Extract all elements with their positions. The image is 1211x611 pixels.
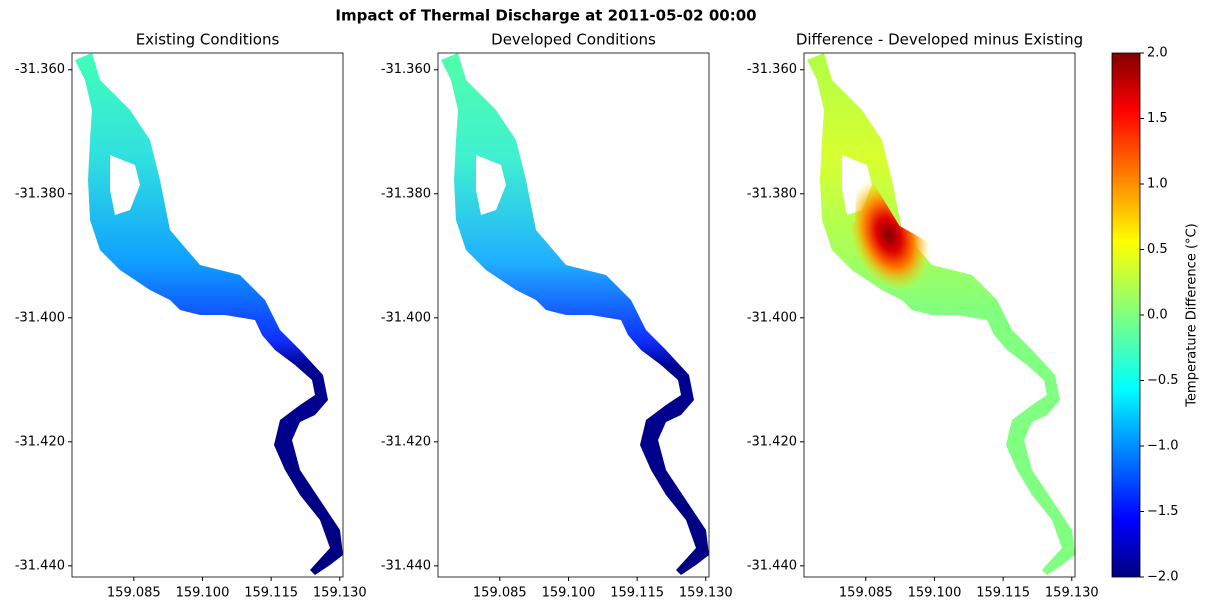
colorbar-tick-label: 0.5 — [1147, 242, 1168, 257]
x-tick-label: 159.085 — [839, 586, 893, 601]
colorbar-tick-label: −1.5 — [1147, 504, 1179, 519]
y-tick-label: -31.380 — [15, 186, 65, 201]
y-tick-label: -31.440 — [15, 558, 65, 573]
y-tick-label: -31.440 — [381, 558, 431, 573]
axes-frame — [71, 52, 344, 578]
y-tick-label: -31.400 — [747, 310, 797, 325]
figure-title: Impact of Thermal Discharge at 2011-05-0… — [335, 7, 756, 25]
y-tick-label: -31.400 — [15, 310, 65, 325]
colorbar-tick-label: 1.0 — [1147, 177, 1168, 192]
x-tick-label: 159.130 — [679, 586, 733, 601]
axes-frame — [437, 52, 710, 578]
y-tick-label: -31.400 — [381, 310, 431, 325]
x-tick-label: 159.100 — [176, 586, 230, 601]
colorbar-label: Temperature Difference (°C) — [1185, 223, 1200, 407]
axes-frame — [803, 52, 1076, 578]
x-tick-label: 159.115 — [244, 586, 298, 601]
colorbar-tick-label: −2.0 — [1147, 570, 1179, 585]
x-tick-label: 159.085 — [473, 586, 527, 601]
y-tick-label: -31.360 — [15, 62, 65, 77]
colorbar-tick-label: −1.0 — [1147, 439, 1179, 454]
x-tick-label: 159.085 — [107, 586, 161, 601]
x-tick-label: 159.100 — [542, 586, 596, 601]
x-tick-label: 159.115 — [976, 586, 1030, 601]
panel-title: Existing Conditions — [136, 31, 280, 49]
x-tick-label: 159.100 — [908, 586, 962, 601]
panel-title: Difference - Developed minus Existing — [796, 31, 1083, 49]
y-tick-label: -31.360 — [747, 62, 797, 77]
river-field — [75, 53, 343, 575]
y-tick-label: -31.380 — [747, 186, 797, 201]
colorbar — [1111, 52, 1141, 578]
y-tick-label: -31.440 — [747, 558, 797, 573]
colorbar-tick-label: −0.5 — [1147, 373, 1179, 388]
y-tick-label: -31.420 — [15, 434, 65, 449]
x-tick-label: 159.115 — [610, 586, 664, 601]
y-tick-label: -31.420 — [747, 434, 797, 449]
y-tick-label: -31.360 — [381, 62, 431, 77]
river-field — [807, 53, 1075, 575]
x-tick-label: 159.130 — [1045, 586, 1099, 601]
river-field — [441, 53, 709, 575]
x-tick-label: 159.130 — [313, 586, 367, 601]
y-tick-label: -31.420 — [381, 434, 431, 449]
colorbar-tick-label: 0.0 — [1147, 308, 1168, 323]
colorbar-tick-label: 1.5 — [1147, 111, 1168, 126]
colorbar-tick-label: 2.0 — [1147, 46, 1168, 61]
panel-title: Developed Conditions — [491, 31, 656, 49]
y-tick-label: -31.380 — [381, 186, 431, 201]
